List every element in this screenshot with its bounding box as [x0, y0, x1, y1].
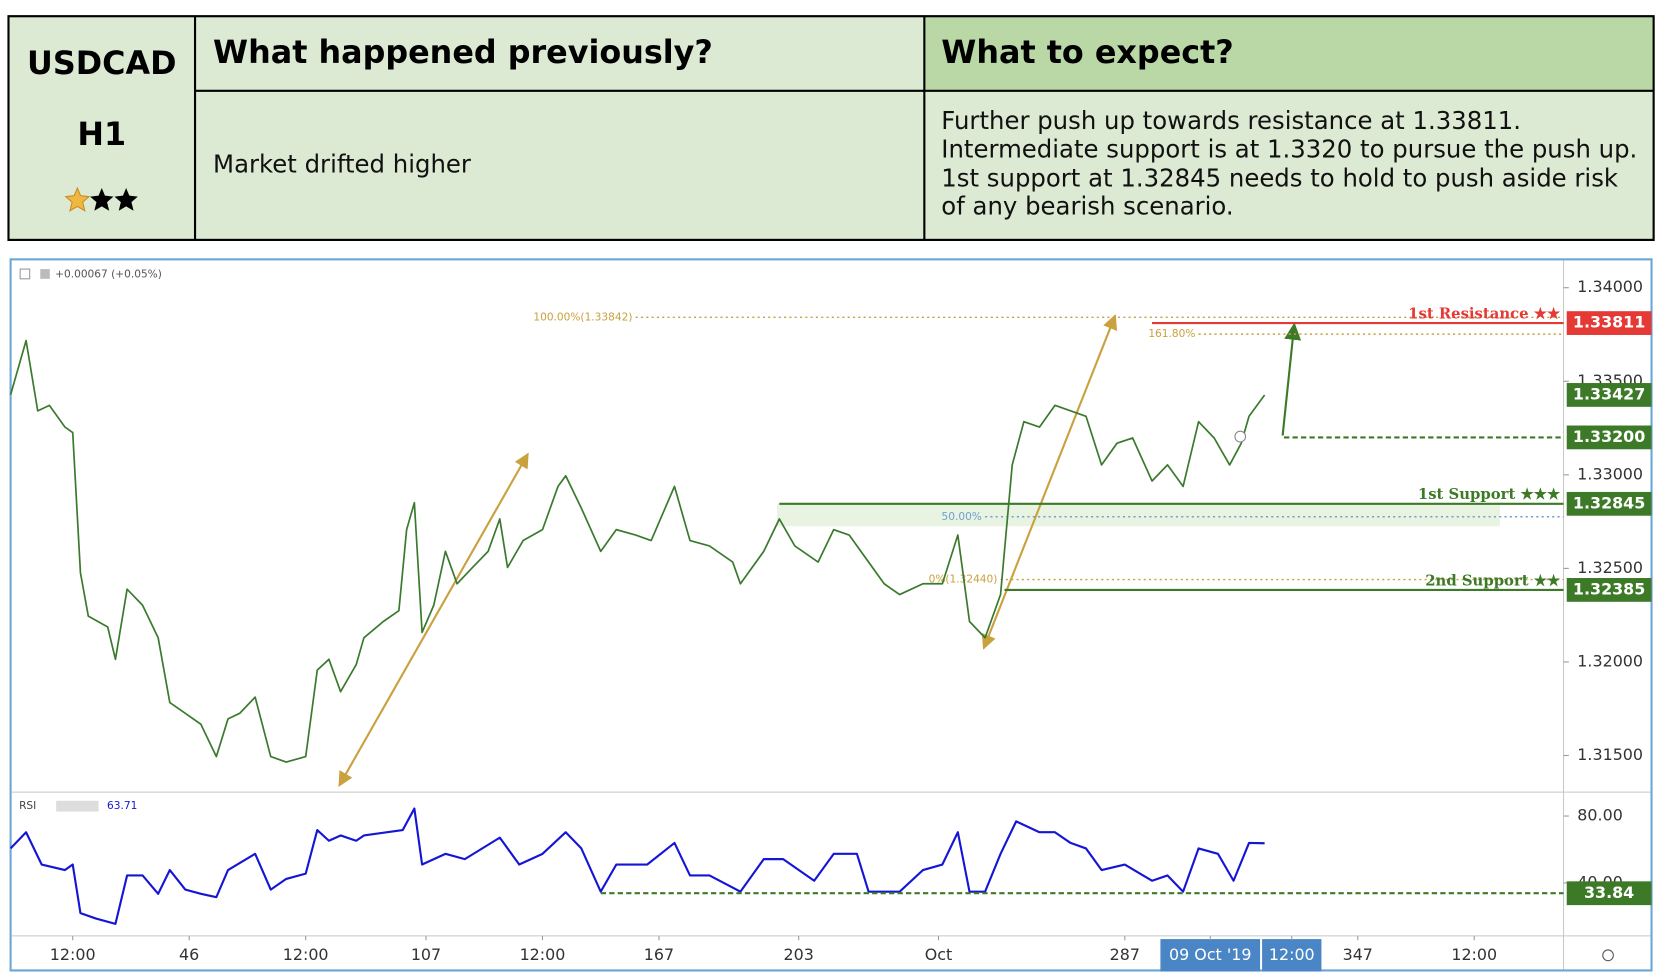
cell-text: Market drifted higher — [213, 149, 472, 178]
level-value: 1.32845 — [1573, 493, 1645, 512]
cell-text: Intermediate support is at 1.3320 to pur… — [941, 134, 1637, 163]
header-cell — [924, 16, 1654, 91]
timeframe: H1 — [77, 115, 126, 153]
crosshair-label-bg — [1160, 939, 1261, 972]
x-tick-label: 203 — [784, 945, 814, 964]
y-tick-label: 80.00 — [1577, 805, 1623, 824]
last-price-marker — [1566, 383, 1652, 407]
cell-text: of any bearish scenario. — [941, 191, 1233, 220]
series-line — [9, 807, 1265, 925]
level-value: 1.33811 — [1573, 312, 1645, 331]
last-price: 1.33427 — [1573, 384, 1645, 403]
cell-text: Further push up towards resistance at 1.… — [941, 106, 1521, 135]
level-value: 1.32385 — [1573, 579, 1645, 598]
level-marker — [1566, 881, 1652, 906]
column-title: What to expect? — [941, 33, 1233, 71]
trend-arrow — [338, 452, 529, 787]
x-tick-label: 347 — [1343, 945, 1373, 964]
symbol: USDCAD — [27, 44, 176, 82]
level-name: 1st Resistance ★★ — [1408, 304, 1561, 322]
y-tick-label: 1.32000 — [1577, 651, 1643, 670]
level-value: 33.84 — [1584, 883, 1634, 902]
series-line — [9, 339, 1266, 763]
fib-zone — [776, 503, 1500, 527]
crosshair-label-bg — [1262, 939, 1322, 972]
level-name: 2nd Support ★★ — [1425, 571, 1561, 589]
fib-label: 50.00% — [942, 510, 982, 523]
x-tick-label: 167 — [644, 945, 674, 964]
x-tick-label: 107 — [411, 945, 441, 964]
body-cell — [195, 90, 925, 240]
x-tick-label: 12:00 — [1451, 945, 1497, 964]
flag-icon[interactable] — [40, 269, 50, 279]
y-tick-label: 1.32500 — [1577, 558, 1643, 577]
x-tick-label: 46 — [179, 945, 199, 964]
level-marker — [1566, 425, 1652, 450]
rsi-value: 63.71 — [107, 799, 137, 812]
settings-icon[interactable] — [1602, 949, 1614, 962]
rsi-title: RSI — [19, 799, 36, 812]
y-tick-label: 1.31500 — [1577, 745, 1643, 764]
level-marker — [1566, 578, 1652, 602]
fib-label: 161.80% — [1148, 327, 1195, 340]
fib-label: 100.00%(1.33842) — [533, 310, 632, 323]
y-tick-label: 1.33000 — [1577, 464, 1643, 483]
body-cell — [924, 90, 1654, 240]
y-tick-label: 1.34000 — [1577, 277, 1643, 296]
x-tick-label: 09 Oct '19 — [1169, 945, 1251, 964]
level-marker — [1566, 311, 1652, 335]
rating-star — [64, 186, 91, 212]
level-name: 1st Support ★★★ — [1418, 485, 1561, 503]
x-tick-label: Oct — [925, 945, 952, 964]
x-tick-label: 287 — [1110, 945, 1140, 964]
x-tick-label: 12:00 — [283, 945, 329, 964]
table-border — [7, 15, 1655, 241]
x-tick-label: 12:00 — [50, 945, 96, 964]
chart-frame — [9, 258, 1653, 972]
collapse-icon[interactable] — [19, 268, 31, 280]
indicator-icons[interactable] — [56, 800, 99, 812]
level-marker — [1566, 491, 1652, 516]
rating-star — [90, 188, 114, 211]
header-cell — [195, 16, 925, 91]
x-tick-label: 12:00 — [1269, 945, 1315, 964]
x-tick-label: 12:00 — [520, 945, 566, 964]
pivot-marker — [1234, 430, 1247, 443]
column-title: What happened previously? — [213, 33, 713, 71]
change-label: +0.00067 (+0.05%) — [55, 267, 162, 280]
trend-arrow — [981, 314, 1118, 650]
target-arrow — [1281, 322, 1302, 436]
level-value: 1.33200 — [1573, 427, 1645, 446]
rating-star — [114, 188, 138, 211]
cell-text: 1st support at 1.32845 needs to hold to … — [941, 163, 1618, 192]
info-table: USDCAD H1 What happened previously? What… — [7, 15, 1655, 241]
